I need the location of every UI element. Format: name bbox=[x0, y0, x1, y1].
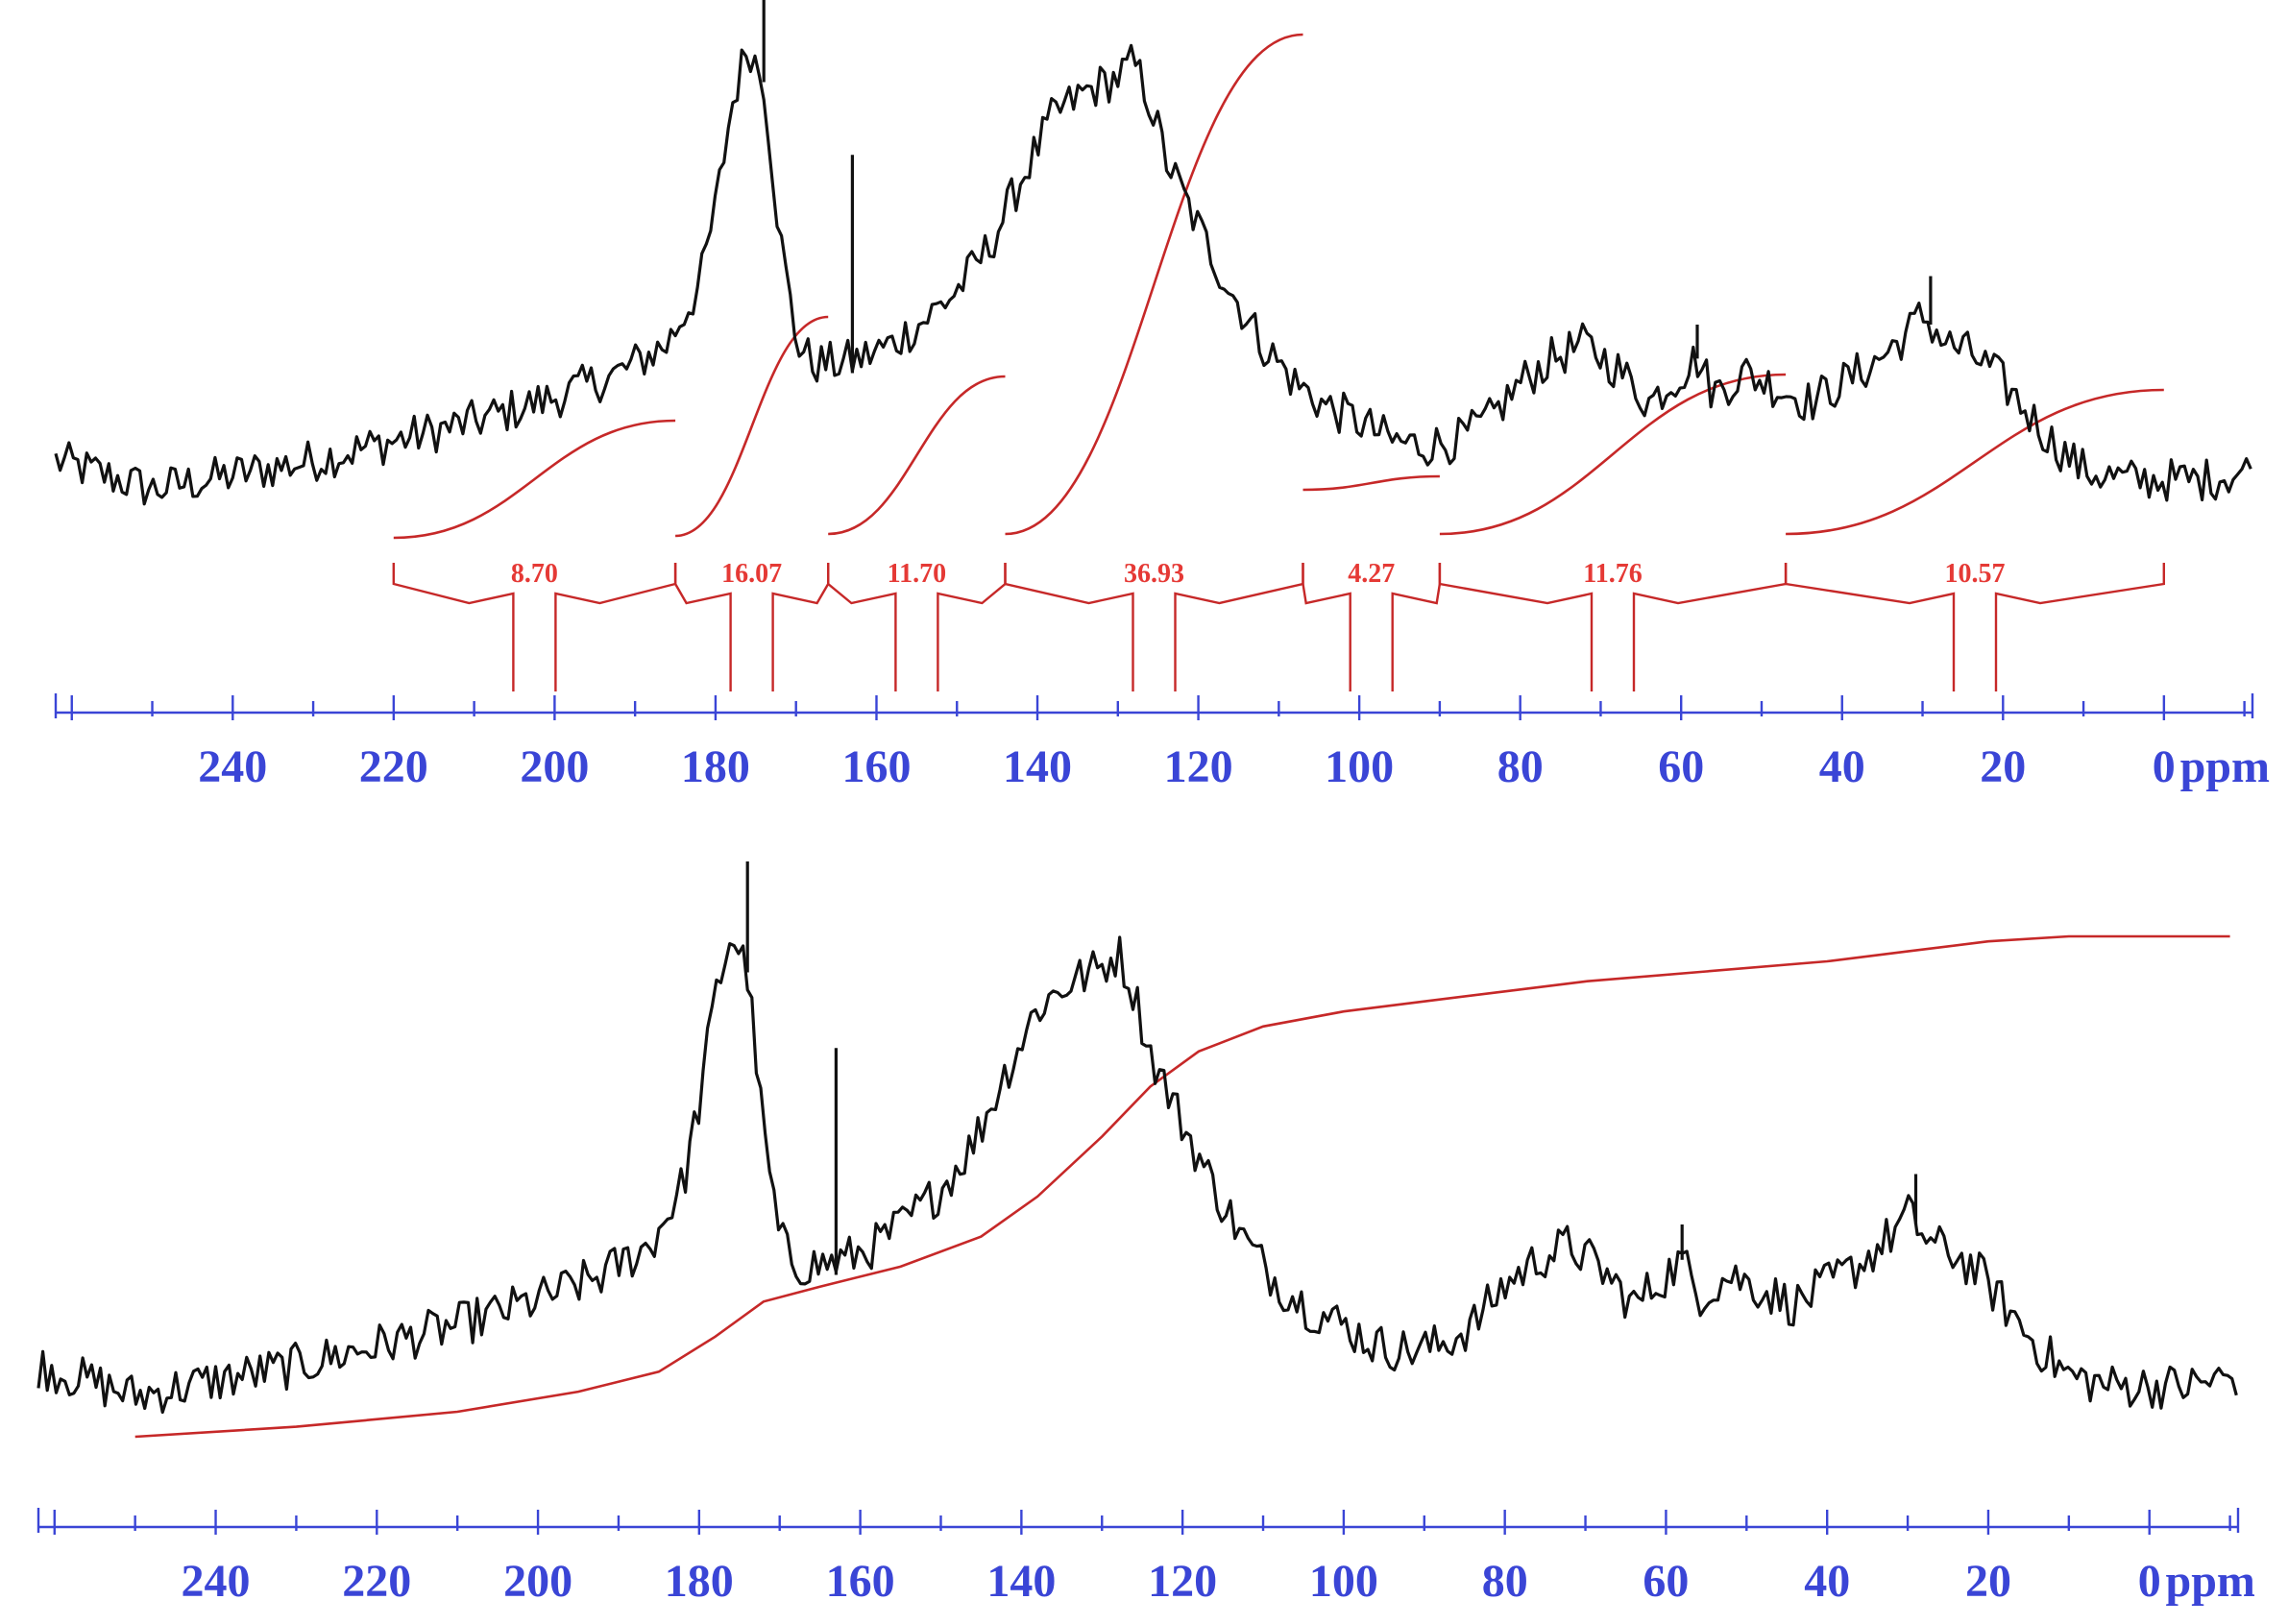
integral-value-6: 10.57 bbox=[1945, 559, 2006, 589]
tick-label-200: 200 bbox=[503, 1556, 572, 1607]
tick-label-0: 0 bbox=[2153, 741, 2176, 792]
tick-label-220: 220 bbox=[359, 741, 428, 792]
integral-bracket-right-5 bbox=[1632, 563, 1788, 691]
top-integral-curves bbox=[393, 33, 2164, 540]
integral-value-5: 11.76 bbox=[1583, 559, 1642, 589]
integral-curve-5 bbox=[1439, 373, 1787, 536]
tick-label-80: 80 bbox=[1482, 1556, 1528, 1607]
axis-unit-label: ppm bbox=[2166, 1556, 2255, 1607]
tick-label-120: 120 bbox=[1164, 741, 1233, 792]
integral-bracket-right-3 bbox=[1174, 563, 1304, 691]
top-spectrum-trace bbox=[54, 43, 2252, 506]
tick-label-240: 240 bbox=[182, 1556, 251, 1607]
integral-bracket-left-0 bbox=[392, 563, 515, 691]
integral-curve-2 bbox=[828, 375, 1006, 536]
tick-label-100: 100 bbox=[1325, 741, 1394, 792]
integral-value-1: 16.07 bbox=[721, 559, 782, 589]
tick-label-200: 200 bbox=[520, 741, 589, 792]
tick-label-40: 40 bbox=[1804, 1556, 1850, 1607]
integral-value-0: 8.70 bbox=[511, 559, 558, 589]
integral-curve-4 bbox=[1302, 474, 1440, 492]
integral-bracket-left-4 bbox=[1302, 563, 1351, 691]
integral-bracket-left-6 bbox=[1784, 563, 1956, 691]
tick-label-20: 20 bbox=[1980, 741, 2026, 792]
integral-curve-3 bbox=[1005, 33, 1303, 536]
integral-bracket-left-3 bbox=[1004, 563, 1134, 691]
bottom-ppm-axis: 240 220 200 180 160 140 120 100 80 60 40 20 0 ppm bbox=[37, 1508, 2255, 1607]
tick-label-180: 180 bbox=[665, 1556, 734, 1607]
integral-value-2: 11.70 bbox=[888, 559, 946, 589]
tick-label-100: 100 bbox=[1309, 1556, 1378, 1607]
tick-label-140: 140 bbox=[1003, 741, 1072, 792]
tick-label-0: 0 bbox=[2138, 1556, 2161, 1607]
axis-unit-label: ppm bbox=[2180, 741, 2270, 792]
integral-bracket-left-1 bbox=[673, 563, 732, 691]
tick-label-160: 160 bbox=[842, 741, 912, 792]
integral-curve-6 bbox=[1786, 388, 2164, 536]
integral-bracket-left-2 bbox=[827, 563, 897, 691]
tick-label-160: 160 bbox=[826, 1556, 895, 1607]
tick-label-140: 140 bbox=[986, 1556, 1056, 1607]
tick-label-60: 60 bbox=[1658, 741, 1704, 792]
bottom-spectrum-trace bbox=[37, 935, 2238, 1415]
integral-bracket-right-6 bbox=[1994, 563, 2165, 691]
tick-label-20: 20 bbox=[1965, 1556, 2011, 1607]
tick-label-240: 240 bbox=[198, 741, 267, 792]
bottom-cumulative-integral bbox=[134, 934, 2230, 1439]
tick-label-180: 180 bbox=[681, 741, 750, 792]
integral-bracket-left-5 bbox=[1438, 563, 1594, 691]
top-spectrum-panel: 8.70 16.07 11.70 36.93 4.27 11.76 10.57 240 220… bbox=[54, 0, 2270, 792]
top-integral-brackets: 8.70 16.07 11.70 36.93 4.27 11.76 10.57 bbox=[392, 559, 2165, 691]
top-ppm-axis: 240 220 200 180 160 140 120 100 80 60 40 20 0 ppm bbox=[54, 693, 2270, 792]
integral-value-3: 36.93 bbox=[1124, 559, 1184, 589]
tick-label-220: 220 bbox=[342, 1556, 411, 1607]
tick-label-40: 40 bbox=[1819, 741, 1865, 792]
integral-bracket-right-2 bbox=[937, 563, 1007, 691]
integral-bracket-right-0 bbox=[554, 563, 677, 691]
integral-curve-0 bbox=[393, 419, 676, 540]
tick-label-80: 80 bbox=[1497, 741, 1544, 792]
integral-value-4: 4.27 bbox=[1348, 559, 1395, 589]
bottom-spectrum-panel: 240 220 200 180 160 140 120 100 80 60 40 20 0 ppm bbox=[37, 861, 2255, 1607]
integral-bracket-right-4 bbox=[1391, 563, 1442, 691]
integral-curve-1 bbox=[675, 315, 829, 538]
tick-label-120: 120 bbox=[1148, 1556, 1217, 1607]
tick-label-60: 60 bbox=[1643, 1556, 1689, 1607]
